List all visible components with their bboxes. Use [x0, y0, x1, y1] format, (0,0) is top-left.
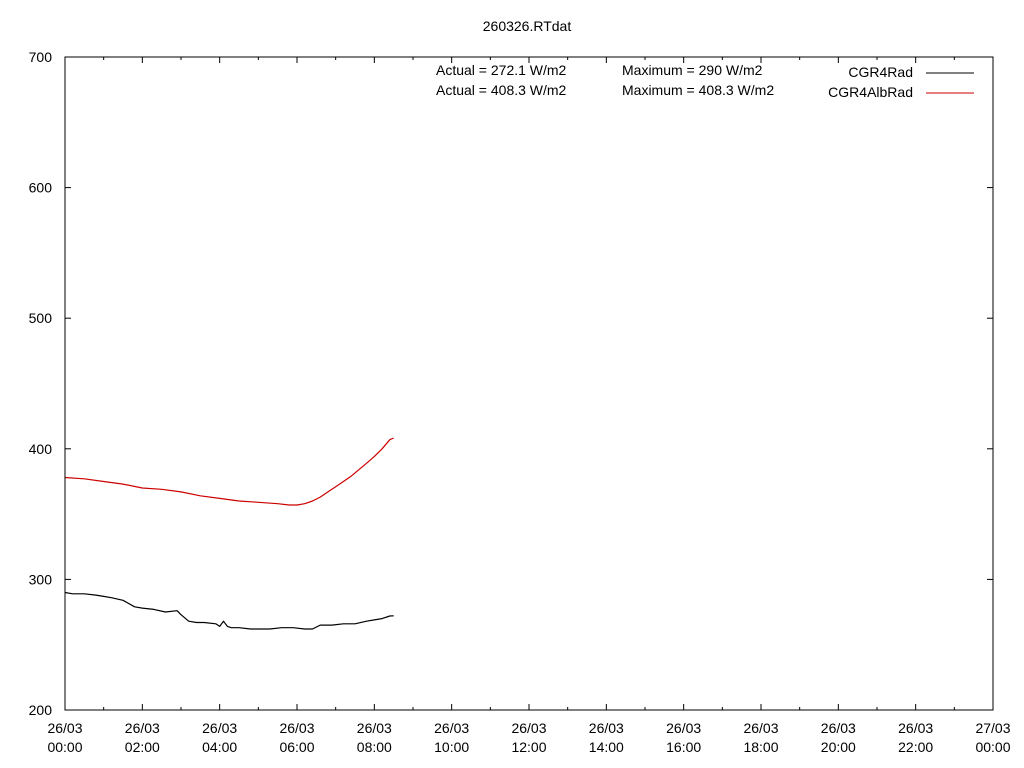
- axis-ticks: 200 300 400 500 600 700 26/03 00:00 26/03 02:00 26…: [29, 49, 1011, 755]
- x-tick-label-date: 26/03: [202, 720, 237, 736]
- annotation-actual-cgr4rad: Actual = 272.1 W/m2: [436, 62, 567, 78]
- x-tick-label-time: 02:00: [125, 739, 160, 755]
- x-tick-label-date: 26/03: [434, 720, 469, 736]
- series-line-cgr4rad: [64, 591, 394, 630]
- y-tick-label: 600: [29, 180, 53, 196]
- x-tick-label-date: 26/03: [279, 720, 314, 736]
- x-tick-label-time: 22:00: [898, 739, 933, 755]
- x-tick-label-time: 18:00: [743, 739, 778, 755]
- series-line-cgr4albrad: [64, 437, 394, 506]
- y-tick-label: 500: [29, 310, 53, 326]
- legend-label-cgr4albrad: CGR4AlbRad: [828, 84, 913, 100]
- annotation-maximum-cgr4albrad: Maximum = 408.3 W/m2: [622, 82, 774, 98]
- legend-label-cgr4rad: CGR4Rad: [848, 64, 913, 80]
- x-tick-label-date: 27/03: [975, 720, 1010, 736]
- y-tick-label: 700: [29, 49, 53, 65]
- chart-title: 260326.RTdat: [483, 18, 572, 34]
- y-tick-label: 300: [29, 571, 53, 587]
- series-lines: [64, 437, 394, 630]
- annotation-actual-cgr4albrad: Actual = 408.3 W/m2: [436, 82, 567, 98]
- x-tick-label-time: 06:00: [279, 739, 314, 755]
- x-tick-label-time: 20:00: [821, 739, 856, 755]
- x-tick-label-time: 04:00: [202, 739, 237, 755]
- x-tick-label-time: 00:00: [47, 739, 82, 755]
- y-tick-label: 200: [29, 702, 53, 718]
- x-tick-label-date: 26/03: [511, 720, 546, 736]
- annotations: Actual = 272.1 W/m2 Maximum = 290 W/m2 A…: [436, 62, 774, 98]
- x-tick-label-time: 14:00: [589, 739, 624, 755]
- x-tick-label-date: 26/03: [898, 720, 933, 736]
- legend: CGR4Rad CGR4AlbRad: [828, 64, 974, 100]
- y-tick-label: 400: [29, 441, 53, 457]
- x-tick-label-time: 12:00: [511, 739, 546, 755]
- x-tick-label-date: 26/03: [589, 720, 624, 736]
- x-tick-label-date: 26/03: [821, 720, 856, 736]
- x-tick-label-time: 00:00: [975, 739, 1010, 755]
- x-tick-label-date: 26/03: [357, 720, 392, 736]
- x-tick-label-time: 16:00: [666, 739, 701, 755]
- x-tick-label-date: 26/03: [125, 720, 160, 736]
- x-tick-label-time: 08:00: [357, 739, 392, 755]
- x-tick-label-date: 26/03: [47, 720, 82, 736]
- annotation-maximum-cgr4rad: Maximum = 290 W/m2: [622, 62, 763, 78]
- plot-border: [64, 56, 994, 711]
- x-tick-label-time: 10:00: [434, 739, 469, 755]
- x-tick-label-date: 26/03: [666, 720, 701, 736]
- x-tick-label-date: 26/03: [743, 720, 778, 736]
